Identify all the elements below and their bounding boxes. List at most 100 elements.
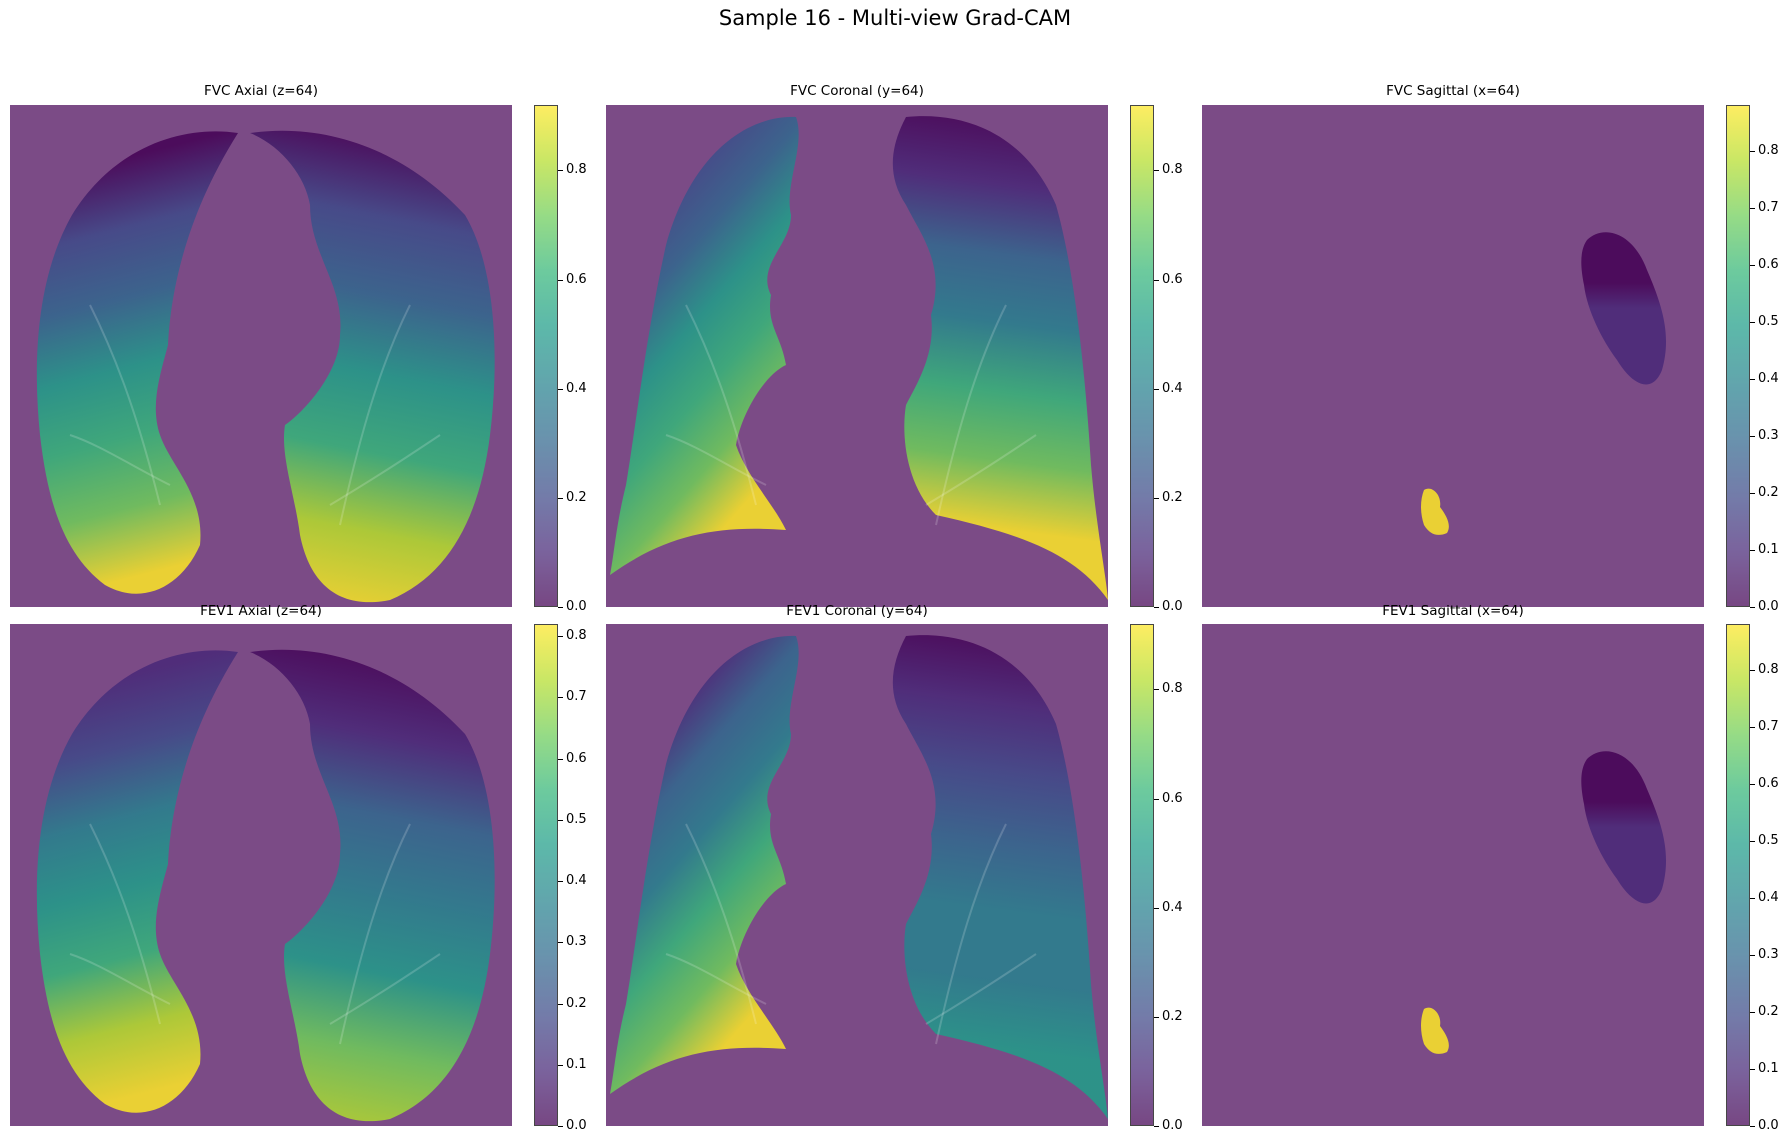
colorbar-tick — [558, 607, 563, 608]
colorbar-tick-label: 0.1 — [566, 1057, 587, 1072]
colorbar-tick-label: 0.2 — [566, 996, 587, 1011]
colorbar-tick-label: 0.0 — [566, 599, 587, 614]
region-right-lung — [36, 650, 238, 1113]
colorbar-tick — [558, 759, 563, 760]
colorbar-tick-label: 0.3 — [566, 934, 587, 949]
colorbar-tick-label: 0.4 — [566, 873, 587, 888]
colorbar-fev1-sagittal — [1726, 624, 1750, 1126]
colorbar-fev1-axial — [534, 624, 558, 1126]
heatmap-fvc-coronal — [606, 105, 1108, 607]
colorbar-fvc-sagittal — [1726, 105, 1750, 607]
heatmap-fvc-sagittal — [1202, 105, 1704, 607]
region-right-lung — [36, 131, 238, 594]
vessel — [329, 953, 441, 1025]
colorbar-tick-label: 0.5 — [1758, 833, 1779, 848]
colorbar-tick — [1750, 670, 1755, 671]
colorbar-tick — [558, 498, 563, 499]
colorbar-tick-label: 0.8 — [566, 628, 587, 643]
region-left-lung — [892, 116, 1108, 601]
colorbar-tick-label: 0.1 — [1758, 1061, 1779, 1076]
colorbar-tick — [1154, 1126, 1159, 1127]
region-left-lung — [250, 130, 495, 603]
colorbar-tick-label: 0.0 — [1162, 599, 1183, 614]
colorbar-tick-label: 0.1 — [1758, 542, 1779, 557]
region-hotspot — [1421, 488, 1449, 535]
colorbar-tick — [1154, 799, 1159, 800]
heatmap-fvc-axial — [10, 105, 512, 607]
colorbar-tick — [1750, 151, 1755, 152]
panel-title-fev1-coronal: FEV1 Coronal (y=64) — [786, 603, 928, 619]
region-upper-lobe — [1581, 751, 1667, 904]
colorbar-tick-label: 0.8 — [1162, 162, 1183, 177]
colorbar-tick — [1750, 607, 1755, 608]
colorbar-tick — [1750, 1069, 1755, 1070]
colorbar-tick-label: 0.4 — [566, 381, 587, 396]
colorbar-tick-label: 0.3 — [1758, 428, 1779, 443]
colorbar-tick — [1154, 908, 1159, 909]
panel-title-fvc-sagittal: FVC Sagittal (x=64) — [1386, 83, 1520, 99]
colorbar-tick — [1750, 265, 1755, 266]
vessel — [69, 953, 171, 1005]
vessel-texture — [665, 823, 1037, 1045]
panel-title-fev1-sagittal: FEV1 Sagittal (x=64) — [1382, 603, 1524, 619]
colorbar-tick-label: 0.6 — [1162, 791, 1183, 806]
region-right-lung — [610, 635, 799, 1094]
colorbar-tick — [1750, 208, 1755, 209]
region-left-lung — [250, 649, 495, 1122]
colorbar-tick-label: 0.8 — [1758, 662, 1779, 677]
colorbar-tick — [558, 820, 563, 821]
colorbar-tick — [558, 280, 563, 281]
colorbar-tick — [1750, 1126, 1755, 1127]
colorbar-tick — [558, 170, 563, 171]
vessel — [685, 304, 757, 506]
panel-title-fev1-axial: FEV1 Axial (z=64) — [200, 603, 322, 619]
colorbar-tick-label: 0.6 — [1758, 257, 1779, 272]
vessel-texture — [69, 304, 441, 526]
colorbar-tick-label: 0.2 — [1758, 485, 1779, 500]
colorbar-tick-label: 0.2 — [1758, 1004, 1779, 1019]
colorbar-tick — [1750, 322, 1755, 323]
colorbar-tick-label: 0.4 — [1758, 890, 1779, 905]
colorbar-tick — [1154, 280, 1159, 281]
panel-title-fvc-coronal: FVC Coronal (y=64) — [790, 83, 924, 99]
figure-title: Sample 16 - Multi-view Grad-CAM — [718, 6, 1072, 30]
colorbar-tick — [558, 389, 563, 390]
colorbar-tick-label: 0.4 — [1162, 900, 1183, 915]
vessel — [925, 953, 1037, 1025]
vessel — [935, 304, 1007, 526]
colorbar-tick — [1750, 841, 1755, 842]
vessel-texture — [69, 823, 441, 1045]
heatmap-fev1-axial — [10, 624, 512, 1126]
colorbar-tick-label: 0.8 — [1758, 143, 1779, 158]
vessel — [69, 434, 171, 486]
colorbar-tick-label: 0.6 — [1162, 272, 1183, 287]
vessel — [329, 434, 441, 506]
vessel-texture — [665, 304, 1037, 526]
colorbar-tick — [558, 697, 563, 698]
colorbar-fev1-coronal — [1130, 624, 1154, 1126]
colorbar-tick — [558, 636, 563, 637]
vessel — [665, 434, 767, 486]
vessel — [925, 434, 1037, 506]
colorbar-tick — [1154, 170, 1159, 171]
colorbar-tick — [1750, 955, 1755, 956]
colorbar-tick-label: 0.2 — [566, 490, 587, 505]
colorbar-tick — [558, 1126, 563, 1127]
region-hotspot — [1421, 1007, 1449, 1054]
heatmap-fev1-sagittal — [1202, 624, 1704, 1126]
colorbar-tick — [1154, 1017, 1159, 1018]
region-right-lung — [610, 116, 799, 575]
colorbar-tick — [1750, 898, 1755, 899]
colorbar-tick — [1154, 607, 1159, 608]
colorbar-tick-label: 0.2 — [1162, 1009, 1183, 1024]
vessel — [89, 304, 161, 506]
colorbar-tick — [1750, 493, 1755, 494]
colorbar-fvc-axial — [534, 105, 558, 607]
colorbar-tick-label: 0.8 — [1162, 681, 1183, 696]
region-left-lung — [892, 635, 1108, 1119]
vessel — [339, 823, 411, 1045]
heatmap-fev1-coronal — [606, 624, 1108, 1126]
colorbar-tick-label: 0.3 — [1758, 947, 1779, 962]
colorbar-tick-label: 0.7 — [1758, 200, 1779, 215]
colorbar-tick — [1750, 379, 1755, 380]
